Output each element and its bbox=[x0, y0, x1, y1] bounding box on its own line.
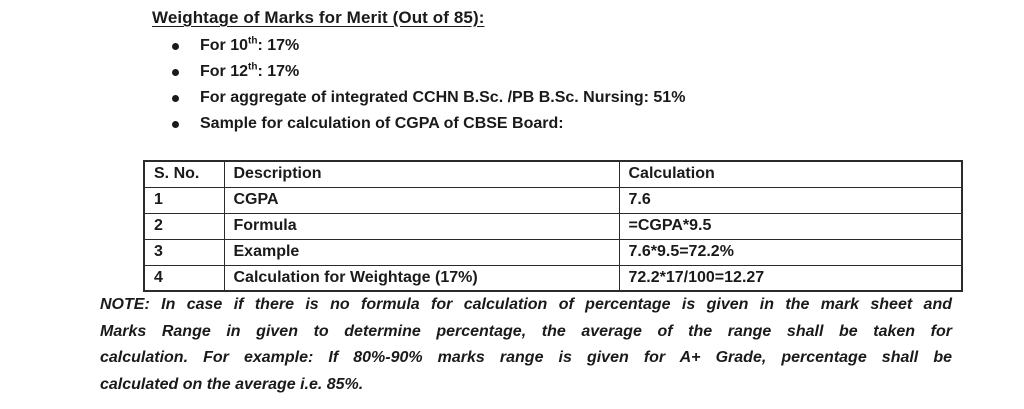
bullet-text: For aggregate of integrated CCHN B.Sc. /… bbox=[200, 89, 686, 106]
table-row: 2 Formula =CGPA*9.5 bbox=[143, 212, 963, 240]
bullet-text: For 12 bbox=[200, 63, 249, 80]
table-row: 3 Example 7.6*9.5=72.2% bbox=[143, 238, 963, 266]
column-header-description: Description bbox=[223, 160, 620, 188]
table-header-row: S. No. Description Calculation bbox=[143, 160, 963, 188]
bullet-text: : 17% bbox=[257, 63, 300, 80]
cell-sno: 2 bbox=[143, 212, 225, 240]
bullet-dot-icon bbox=[172, 121, 179, 128]
cell-sno: 1 bbox=[143, 186, 225, 214]
bullet-text: For 10 bbox=[200, 37, 249, 54]
bullet-text: : 17% bbox=[257, 37, 300, 54]
note-paragraph: NOTE: In case if there is no formula for… bbox=[100, 292, 952, 398]
note-line: NOTE: In case if there is no formula for… bbox=[100, 296, 952, 313]
superscript-th: th bbox=[248, 35, 258, 47]
table-row: 4 Calculation for Weightage (17%) 72.2*1… bbox=[143, 264, 963, 292]
cell-description: Calculation for Weightage (17%) bbox=[223, 264, 620, 292]
cell-description: CGPA bbox=[223, 186, 620, 214]
cell-description: Formula bbox=[223, 212, 620, 240]
column-header-sno: S. No. bbox=[143, 160, 225, 188]
cell-sno: 4 bbox=[143, 264, 225, 292]
cell-description: Example bbox=[223, 238, 620, 266]
cell-calculation: 7.6*9.5=72.2% bbox=[618, 238, 963, 266]
cell-calculation: 72.2*17/100=12.27 bbox=[618, 264, 963, 292]
cgpa-calculation-table: S. No. Description Calculation 1 CGPA 7.… bbox=[143, 160, 963, 292]
cell-calculation: =CGPA*9.5 bbox=[618, 212, 963, 240]
bullet-item-12th: For 12th: 17% bbox=[172, 59, 685, 85]
section-heading: Weightage of Marks for Merit (Out of 85)… bbox=[152, 8, 485, 27]
bullet-dot-icon bbox=[172, 43, 179, 50]
bullet-dot-icon bbox=[172, 69, 179, 76]
bullet-item-sample: Sample for calculation of CGPA of CBSE B… bbox=[172, 111, 685, 137]
cell-calculation: 7.6 bbox=[618, 186, 963, 214]
superscript-th: th bbox=[248, 61, 258, 73]
note-line: calculation. For example: If 80%-90% mar… bbox=[100, 349, 952, 366]
bullet-list: For 10th: 17% For 12th: 17% For aggregat… bbox=[0, 33, 685, 137]
note-line: Marks Range in given to determine percen… bbox=[100, 322, 952, 340]
bullet-text: Sample for calculation of CGPA of CBSE B… bbox=[200, 115, 564, 132]
cell-sno: 3 bbox=[143, 238, 225, 266]
bullet-item-aggregate: For aggregate of integrated CCHN B.Sc. /… bbox=[172, 85, 686, 111]
table-row: 1 CGPA 7.6 bbox=[143, 186, 963, 214]
note-line: calculated on the average i.e. 85%. bbox=[100, 375, 364, 393]
column-header-calculation: Calculation bbox=[618, 160, 963, 188]
bullet-dot-icon bbox=[172, 95, 179, 102]
bullet-item-10th: For 10th: 17% bbox=[172, 33, 685, 59]
